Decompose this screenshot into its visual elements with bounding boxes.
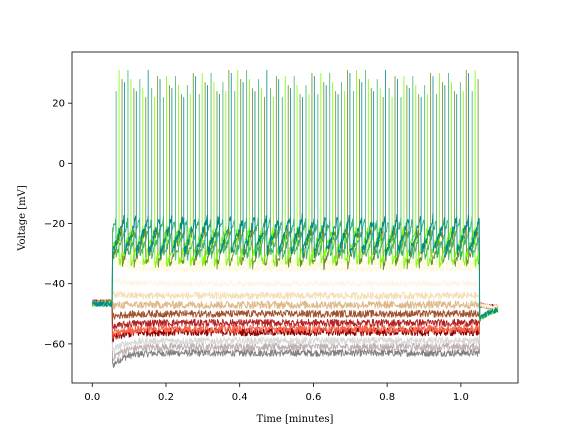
voltage-trace-9 [91, 277, 499, 310]
voltage-trace-6 [91, 300, 499, 320]
voltage-trace-4 [91, 299, 499, 340]
voltage-trace-7 [92, 300, 499, 310]
voltage-trace-5 [92, 300, 499, 332]
y-tick-label: 20 [52, 99, 65, 110]
y-axis-label: Voltage [mV] [17, 185, 28, 252]
voltage-trace-1 [91, 299, 499, 361]
y-tick-label: −60 [44, 339, 65, 350]
x-tick-label: 0.8 [379, 392, 395, 403]
voltage-trace-8 [91, 290, 499, 310]
voltage-trace-2 [92, 299, 498, 353]
x-tick-label: 0.6 [305, 392, 321, 403]
trace-layer [91, 70, 499, 368]
y-tick-label: −40 [44, 279, 65, 290]
x-tick-label: 0.4 [232, 392, 248, 403]
x-tick-label: 0.0 [84, 392, 100, 403]
x-tick-label: 1.0 [453, 392, 469, 403]
x-axis-ticks: 0.0 0.2 0.4 0.6 0.8 1.0 [84, 383, 469, 403]
x-axis-label: Time [minutes] [257, 414, 334, 425]
y-tick-label: 0 [59, 159, 65, 170]
voltage-trace-11 [91, 252, 499, 321]
x-tick-label: 0.2 [158, 392, 174, 403]
plot-frame [71, 51, 519, 384]
y-axis-ticks: −60 −40 −20 0 20 [44, 99, 72, 350]
y-tick-label: −20 [44, 219, 65, 230]
voltage-trace-10 [91, 258, 499, 321]
